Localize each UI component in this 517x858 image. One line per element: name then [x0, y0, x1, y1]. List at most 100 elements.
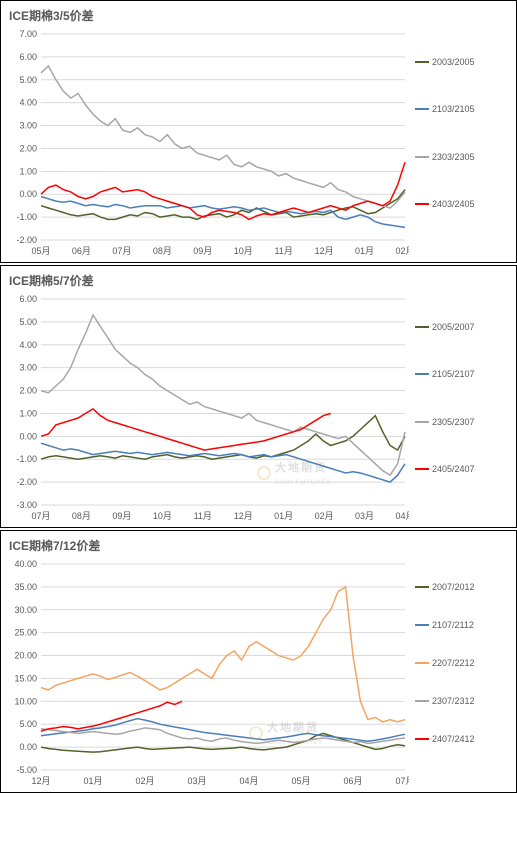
y-tick-label: -5.00 [16, 765, 37, 775]
legend-swatch-icon [415, 326, 429, 328]
x-tick-label: 10月 [234, 246, 253, 256]
y-tick-label: 20.00 [14, 651, 37, 661]
legend-swatch-icon [415, 203, 429, 205]
legend-label: 2007/2012 [432, 582, 475, 592]
legend-label: 2407/2412 [432, 734, 475, 744]
y-tick-label: 7.00 [19, 29, 37, 39]
legend: 2003/2005 2103/2105 2303/2305 2403/2405 [409, 28, 477, 238]
legend-item: 2305/2307 [415, 417, 475, 427]
x-tick-label: 01月 [355, 246, 374, 256]
legend-label: 2107/2112 [432, 620, 474, 630]
chart-plot: -3.00-2.00-1.000.001.002.003.004.005.006… [9, 293, 409, 523]
legend-label: 2105/2107 [432, 369, 475, 379]
legend-swatch-icon [415, 156, 429, 158]
legend-swatch-icon [415, 662, 429, 664]
y-tick-label: 15.00 [14, 673, 37, 683]
y-tick-label: 6.00 [19, 52, 37, 62]
legend-item: 2103/2105 [415, 104, 475, 114]
legend-label: 2103/2105 [432, 104, 475, 114]
x-tick-label: 02月 [395, 246, 409, 256]
x-tick-label: 06月 [343, 776, 362, 786]
y-tick-label: 2.00 [19, 143, 37, 153]
series-line-2 [41, 315, 405, 475]
legend-swatch-icon [415, 373, 429, 375]
y-tick-label: 3.00 [19, 121, 37, 131]
legend-swatch-icon [415, 468, 429, 470]
x-tick-label: 08月 [153, 246, 172, 256]
legend-label: 2405/2407 [432, 464, 475, 474]
y-tick-label: 2.00 [19, 386, 37, 396]
x-tick-label: 01月 [274, 511, 293, 521]
legend-item: 2003/2005 [415, 57, 475, 67]
y-tick-label: 1.00 [19, 166, 37, 176]
watermark-logo-icon [257, 466, 271, 480]
x-tick-label: 01月 [83, 776, 102, 786]
x-tick-label: 02月 [135, 776, 154, 786]
x-tick-label: 07月 [112, 246, 131, 256]
watermark-text-en: DADI FUTURES [275, 480, 331, 486]
y-tick-label: 0.00 [19, 189, 37, 199]
y-tick-label: 6.00 [19, 294, 37, 304]
legend-label: 2305/2307 [432, 417, 475, 427]
legend-label: 2005/2007 [432, 322, 475, 332]
legend-label: 2303/2305 [432, 152, 475, 162]
x-tick-label: 09月 [112, 511, 131, 521]
legend-swatch-icon [415, 700, 429, 702]
x-tick-label: 08月 [72, 511, 91, 521]
series-line-1 [41, 197, 405, 228]
x-tick-label: 03月 [355, 511, 374, 521]
chart-title: ICE期棉7/12价差 [9, 537, 512, 554]
legend-item: 2207/2212 [415, 658, 475, 668]
legend-item: 2105/2107 [415, 369, 475, 379]
x-tick-label: 04月 [395, 511, 409, 521]
legend-item: 2405/2407 [415, 464, 475, 474]
y-tick-label: 0.00 [19, 742, 37, 752]
x-tick-label: 10月 [153, 511, 172, 521]
legend-item: 2107/2112 [415, 620, 475, 630]
chart-plot: -5.000.005.0010.0015.0020.0025.0030.0035… [9, 558, 409, 788]
legend-swatch-icon [415, 624, 429, 626]
series-line-3 [41, 162, 405, 219]
x-tick-label: 02月 [315, 511, 334, 521]
watermark-logo-icon [249, 726, 263, 740]
x-tick-label: 03月 [187, 776, 206, 786]
legend-swatch-icon [415, 738, 429, 740]
legend-item: 2303/2305 [415, 152, 475, 162]
legend-item: 2403/2405 [415, 199, 475, 209]
legend-label: 2207/2212 [432, 658, 475, 668]
y-tick-label: 3.00 [19, 363, 37, 373]
chart-plot: -2.00-1.000.001.002.003.004.005.006.007.… [9, 28, 409, 258]
legend-swatch-icon [415, 61, 429, 63]
legend-item: 2007/2012 [415, 582, 475, 592]
watermark-text-cn: 大地期货 [275, 462, 327, 474]
legend-label: 2403/2405 [432, 199, 475, 209]
legend-swatch-icon [415, 421, 429, 423]
x-tick-label: 11月 [274, 246, 292, 256]
x-tick-label: 12月 [234, 511, 253, 521]
legend-label: 2307/2312 [432, 696, 475, 706]
watermark: 大地期货DADI FUTURES [249, 719, 323, 747]
y-tick-label: -2.00 [16, 235, 37, 245]
series-line-4 [41, 701, 182, 731]
y-tick-label: 35.00 [14, 582, 37, 592]
watermark-text-en: DADI FUTURES [267, 740, 323, 746]
x-tick-label: 05月 [31, 246, 50, 256]
y-tick-label: 5.00 [19, 317, 37, 327]
y-tick-label: 40.00 [14, 559, 37, 569]
series-line-2 [41, 66, 405, 208]
y-tick-label: 4.00 [19, 98, 37, 108]
y-tick-label: 1.00 [19, 408, 37, 418]
x-tick-label: 09月 [193, 246, 212, 256]
chart-panel-0: ICE期棉3/5价差-2.00-1.000.001.002.003.004.00… [0, 0, 517, 263]
y-tick-label: -2.00 [16, 477, 37, 487]
legend-item: 2407/2412 [415, 734, 475, 744]
x-tick-label: 07月 [31, 511, 50, 521]
y-tick-label: 4.00 [19, 340, 37, 350]
legend-item: 2307/2312 [415, 696, 475, 706]
x-tick-label: 04月 [239, 776, 258, 786]
y-tick-label: -1.00 [16, 212, 37, 222]
x-tick-label: 05月 [291, 776, 310, 786]
y-tick-label: -3.00 [16, 500, 37, 510]
y-tick-label: 0.00 [19, 431, 37, 441]
y-tick-label: 30.00 [14, 605, 37, 615]
